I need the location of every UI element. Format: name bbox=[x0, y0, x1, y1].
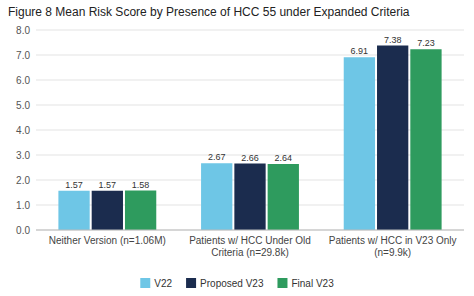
x-tick-label: Neither Version (n=1.06M) bbox=[49, 235, 166, 246]
legend-label: V22 bbox=[154, 278, 172, 289]
y-tick-label: 6.0 bbox=[16, 75, 30, 86]
bar bbox=[410, 49, 441, 230]
legend-item: Final V23 bbox=[277, 278, 334, 289]
y-tick-label: 5.0 bbox=[16, 100, 30, 111]
bar bbox=[268, 164, 299, 230]
data-label: 7.38 bbox=[384, 35, 402, 45]
y-tick-label: 8.0 bbox=[16, 25, 30, 36]
legend-item: Proposed V23 bbox=[186, 278, 264, 289]
y-tick-label: 0.0 bbox=[16, 225, 30, 236]
data-label: 1.57 bbox=[99, 180, 117, 190]
x-axis: Neither Version (n=1.06M) Patients w/ HCC… bbox=[49, 235, 457, 258]
y-tick-label: 2.0 bbox=[16, 175, 30, 186]
x-tick-label: Patients w/ HCC Under OldCriteria (n=29.… bbox=[189, 235, 311, 258]
y-tick-label: 4.0 bbox=[16, 125, 30, 136]
x-tick-label-line: Patients w/ HCC in V23 Only bbox=[329, 235, 457, 246]
data-labels: 1.57 2.67 6.91 1.57 2.66 7.38 1.58 2.64 7.23 bbox=[65, 35, 434, 190]
chart-container: Figure 8 Mean Risk Score by Presence of … bbox=[0, 0, 474, 296]
data-label: 7.23 bbox=[417, 38, 435, 48]
data-label: 6.91 bbox=[351, 46, 369, 56]
bar bbox=[344, 57, 375, 230]
data-label: 1.58 bbox=[132, 180, 150, 190]
y-axis: 0.0 1.0 2.0 3.0 4.0 5.0 6.0 7.0 8.0 bbox=[16, 25, 464, 236]
legend-swatch bbox=[140, 278, 150, 288]
bar bbox=[58, 191, 89, 230]
legend-swatch bbox=[186, 278, 196, 288]
y-tick-label: 1.0 bbox=[16, 200, 30, 211]
y-tick-label: 7.0 bbox=[16, 50, 30, 61]
x-tick-label-line: Criteria (n=29.8k) bbox=[211, 247, 289, 258]
bars bbox=[58, 46, 441, 231]
legend-item: V22 bbox=[140, 278, 172, 289]
grid-line bbox=[36, 230, 464, 231]
data-label: 2.67 bbox=[208, 152, 226, 162]
data-label: 1.57 bbox=[65, 180, 83, 190]
legend-label: Proposed V23 bbox=[200, 278, 264, 289]
data-label: 2.64 bbox=[275, 153, 293, 163]
title: Figure 8 Mean Risk Score by Presence of … bbox=[8, 5, 410, 19]
data-label: 2.66 bbox=[241, 153, 259, 163]
x-tick-label-line: (n=9.9k) bbox=[374, 247, 411, 258]
bar bbox=[92, 191, 123, 230]
y-tick-label: 3.0 bbox=[16, 150, 30, 161]
bar bbox=[234, 164, 265, 231]
bar bbox=[125, 191, 156, 231]
legend: V22 Proposed V23 Final V23 bbox=[140, 278, 334, 289]
x-tick-label: Patients w/ HCC in V23 Only(n=9.9k) bbox=[329, 235, 457, 258]
chart-svg: Figure 8 Mean Risk Score by Presence of … bbox=[0, 0, 474, 296]
grid-line bbox=[36, 30, 464, 31]
bar bbox=[377, 46, 408, 231]
x-tick-label-line: Patients w/ HCC Under Old bbox=[189, 235, 311, 246]
legend-label: Final V23 bbox=[291, 278, 334, 289]
bar bbox=[201, 163, 232, 230]
x-axis-line bbox=[36, 230, 464, 231]
x-tick-label-line: Neither Version (n=1.06M) bbox=[49, 235, 166, 246]
legend-swatch bbox=[277, 278, 287, 288]
